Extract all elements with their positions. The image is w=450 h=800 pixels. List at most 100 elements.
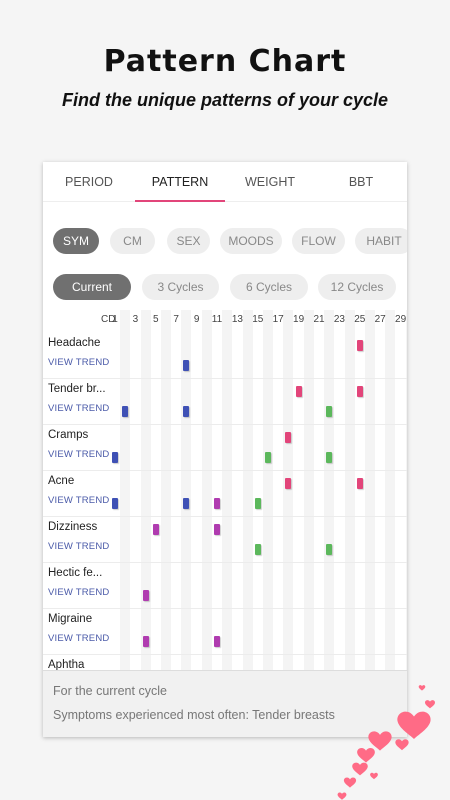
day-column-shade	[405, 310, 407, 670]
view-trend-link[interactable]: VIEW TREND	[48, 633, 110, 644]
row-divider	[43, 654, 407, 655]
day-label: 27	[374, 314, 386, 325]
pattern-grid: CD 1 3 5 7 9 11 13 15 17 19 21 23 25 27 29 Headache VIEW…	[43, 310, 407, 670]
pattern-card: PERIOD PATTERN WEIGHT BBT SYM CM SEX MOO…	[43, 162, 407, 737]
day-column-shade	[222, 310, 233, 670]
day-label: 3	[132, 314, 139, 325]
symptom-mark	[285, 478, 292, 489]
range-12-cycles[interactable]: 12 Cycles	[318, 274, 396, 300]
row-divider	[43, 562, 407, 563]
day-label: 15	[252, 314, 264, 325]
tab-period[interactable]: PERIOD	[65, 175, 113, 189]
row-divider	[43, 608, 407, 609]
symptom-mark	[122, 406, 129, 417]
footer-summary-text: Symptoms experienced most often: Tender …	[53, 708, 335, 722]
view-trend-link[interactable]: VIEW TREND	[48, 357, 110, 368]
view-trend-link[interactable]: VIEW TREND	[48, 403, 110, 414]
day-label: 29	[395, 314, 407, 325]
heart-icon	[337, 792, 347, 800]
heart-icon	[425, 700, 435, 709]
day-column-shade	[140, 310, 151, 670]
chip-cm[interactable]: CM	[110, 228, 155, 254]
range-current[interactable]: Current	[53, 274, 131, 300]
view-trend-link[interactable]: VIEW TREND	[48, 587, 110, 598]
chip-sex[interactable]: SEX	[167, 228, 210, 254]
view-trend-link[interactable]: VIEW TREND	[48, 541, 110, 552]
symptom-mark	[265, 452, 271, 463]
chip-flow[interactable]: FLOW	[292, 228, 345, 254]
heart-icon	[370, 772, 378, 780]
symptom-mark	[214, 498, 220, 509]
symptom-mark	[112, 452, 118, 463]
day-label: 1	[112, 314, 118, 325]
symptom-mark	[142, 636, 149, 647]
chip-habit[interactable]: HABIT	[355, 228, 407, 254]
day-column-shade	[385, 310, 396, 670]
headline: Pattern Chart	[103, 44, 347, 79]
day-column-shade	[201, 310, 212, 670]
heart-icon	[418, 685, 426, 691]
range-chips: Current 3 Cycles 6 Cycles 12 Cycles	[43, 274, 407, 302]
category-chips: SYM CM SEX MOODS FLOW HABIT	[43, 228, 407, 256]
tab-bbt[interactable]: BBT	[348, 175, 374, 189]
symptom-mark	[356, 340, 363, 351]
symptom-name: Headache	[48, 337, 101, 349]
tab-bar: PERIOD PATTERN WEIGHT BBT	[43, 162, 407, 202]
symptom-mark	[326, 452, 333, 463]
symptom-name: Migraine	[48, 613, 93, 625]
row-divider	[43, 424, 407, 425]
symptom-mark	[356, 386, 363, 397]
chip-sym[interactable]: SYM	[53, 228, 99, 254]
day-column-shade	[344, 310, 355, 670]
range-3-cycles[interactable]: 3 Cycles	[142, 274, 219, 300]
symptom-mark	[295, 386, 302, 397]
day-column-shade	[303, 310, 314, 670]
tab-pattern[interactable]: PATTERN	[151, 175, 209, 189]
range-6-cycles[interactable]: 6 Cycles	[230, 274, 308, 300]
symptom-mark	[326, 544, 333, 555]
day-column-shade	[283, 310, 294, 670]
symptom-mark	[254, 498, 261, 509]
tab-weight[interactable]: WEIGHT	[245, 175, 295, 189]
symptom-mark	[183, 406, 190, 417]
day-label: 11	[211, 314, 223, 325]
chip-moods[interactable]: MOODS	[220, 228, 282, 254]
symptom-name: Tender br...	[48, 383, 106, 395]
summary-footer: For the current cycle Symptoms experienc…	[43, 670, 407, 737]
footer-cycle-text: For the current cycle	[53, 684, 167, 698]
symptom-mark	[285, 432, 292, 443]
symptom-mark	[152, 524, 159, 535]
day-label: 9	[193, 314, 200, 325]
symptom-mark	[356, 478, 363, 489]
hearts-decoration	[337, 685, 435, 800]
symptom-name: Aphtha	[48, 659, 85, 670]
day-label: 21	[313, 314, 325, 325]
row-divider	[43, 516, 407, 517]
cd-label: CD	[101, 314, 116, 325]
day-column-shade	[242, 310, 253, 670]
symptom-mark	[112, 498, 118, 509]
symptom-mark	[214, 524, 220, 535]
subheadline: Find the unique patterns of your cycle	[61, 90, 389, 110]
heart-icon	[357, 747, 375, 763]
view-trend-link[interactable]: VIEW TREND	[48, 495, 110, 506]
heart-icon	[397, 711, 431, 739]
symptom-mark	[214, 636, 220, 647]
view-trend-link[interactable]: VIEW TREND	[48, 449, 110, 460]
day-label: 23	[333, 314, 345, 325]
symptom-mark	[183, 498, 190, 509]
symptom-mark	[142, 590, 149, 601]
day-column-shade	[262, 310, 274, 670]
row-divider	[43, 378, 407, 379]
symptom-name: Cramps	[48, 429, 89, 441]
day-label: 19	[293, 314, 305, 325]
heart-icon	[343, 777, 357, 788]
day-label: 7	[173, 314, 179, 325]
day-column-shade	[324, 310, 335, 670]
day-column-shade	[181, 310, 192, 670]
active-tab-indicator	[135, 200, 225, 202]
day-column-shade	[160, 310, 172, 670]
symptom-name: Dizziness	[48, 521, 98, 533]
symptom-mark	[326, 406, 333, 417]
day-label: 17	[272, 314, 284, 325]
